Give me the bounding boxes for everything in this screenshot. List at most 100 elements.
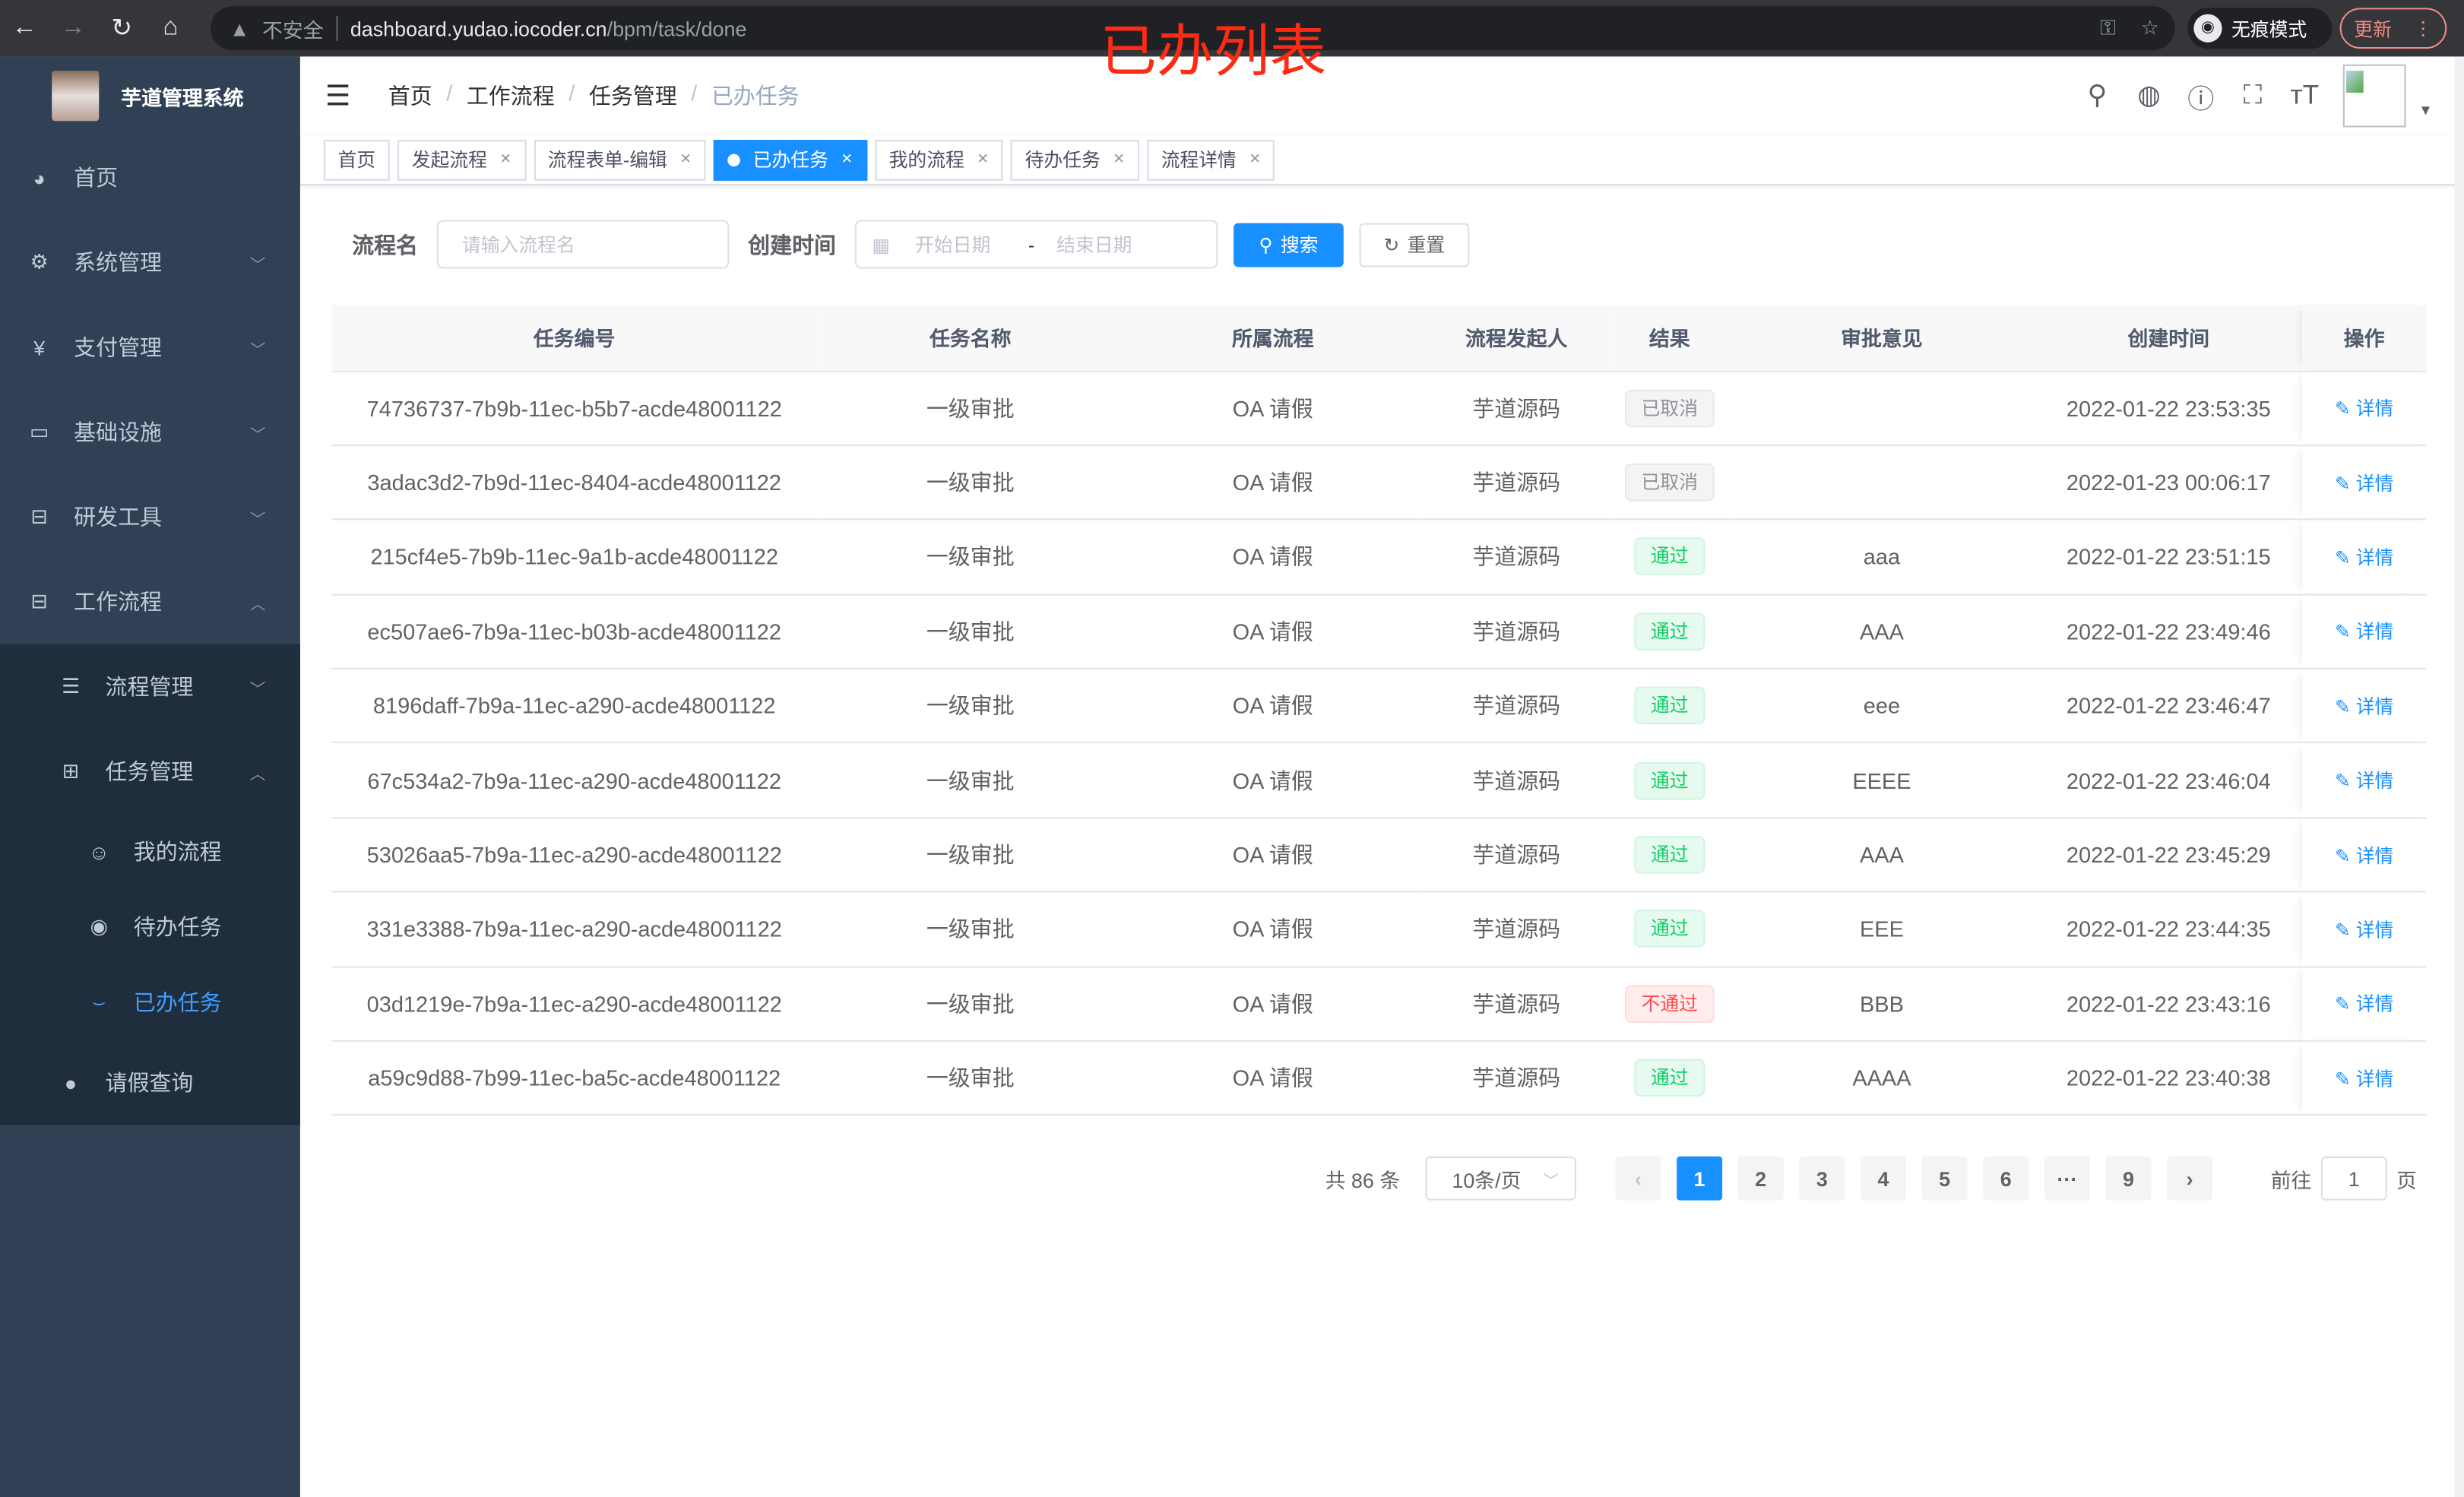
tree-icon: ⊞ <box>62 758 80 783</box>
back-button[interactable]: ← <box>11 14 37 41</box>
page-size-select[interactable]: 10条/页 ﹀ <box>1425 1156 1576 1201</box>
tag-form-edit[interactable]: 流程表单-编辑 ✕ <box>534 138 706 180</box>
hamburger-icon[interactable]: ☰ <box>325 79 351 111</box>
comment <box>1728 370 2035 446</box>
process-name-input[interactable]: 请输入流程名 <box>436 220 730 269</box>
end-date-input[interactable]: 结束日期 <box>1056 234 1132 257</box>
sidebar-item-todo[interactable]: ◉ 待办任务 <box>0 889 300 964</box>
page-button[interactable]: 1 <box>1677 1156 1723 1201</box>
chevron-down-icon: ﹀ <box>249 511 266 529</box>
task-name: 一级审批 <box>817 1040 1124 1116</box>
sidebar-item-task-manage[interactable]: ⊞ 任务管理 ︿ <box>0 729 300 814</box>
goto-suffix: 页 <box>2396 1168 2417 1192</box>
sidebar-item-done[interactable]: ⌣ 已办任务 <box>0 965 300 1040</box>
caret-down-icon[interactable]: ▼ <box>2418 102 2433 119</box>
breadcrumb-item[interactable]: 首页 <box>388 83 432 109</box>
incognito-badge[interactable]: ◉ 无痕模式 <box>2187 8 2333 49</box>
search-button[interactable]: ⚲ 搜索 <box>1234 222 1344 267</box>
tag-done-tasks[interactable]: 已办任务 ✕ <box>713 138 867 180</box>
tags-view: 首页 发起流程 ✕ 流程表单-编辑 ✕ 已办任务 ✕ 我的流程 ✕ 待办任务 ✕ 流程详情… <box>299 135 2464 185</box>
column-header: 结果 <box>1610 305 1729 372</box>
column-header: 操作 <box>2302 305 2427 372</box>
address-bar[interactable]: ▲ 不安全 dashboard.yudao.iocoder.cn/bpm/tas… <box>211 6 2175 51</box>
page-button[interactable]: ··· <box>2044 1156 2090 1201</box>
date-range-picker[interactable]: ▦ 开始日期 - 结束日期 <box>854 220 1218 269</box>
sidebar-item-leave[interactable]: ● 请假查询 <box>0 1040 300 1125</box>
chevron-down-icon: ﹀ <box>249 681 266 699</box>
detail-button[interactable]: ✎ 详情 <box>2335 919 2393 941</box>
font-size-icon[interactable]: ᴛT <box>2290 80 2320 110</box>
result-cell: 通过 <box>1610 742 1729 818</box>
calendar-icon: ▦ <box>872 233 890 255</box>
table-row: 74736737-7b9b-11ec-b5b7-acde48001122 一级审… <box>331 370 2427 446</box>
detail-button[interactable]: ✎ 详情 <box>2335 621 2393 643</box>
sidebar-item-pay[interactable]: ¥ 支付管理 ﹀ <box>0 305 300 390</box>
next-page-button[interactable]: › <box>2167 1156 2213 1201</box>
detail-button[interactable]: ✎ 详情 <box>2335 844 2393 866</box>
help-icon[interactable]: ⓘ <box>2187 84 2215 114</box>
create-time: 2022-01-22 23:46:47 <box>2035 668 2303 744</box>
close-icon[interactable]: ✕ <box>841 150 854 167</box>
reset-button[interactable]: ↻ 重置 <box>1359 222 1470 267</box>
dashboard-icon: ◕ <box>33 166 46 190</box>
detail-button[interactable]: ✎ 详情 <box>2335 397 2393 419</box>
result-cell: 通过 <box>1610 519 1729 595</box>
reload-button[interactable]: ↻ <box>111 15 133 43</box>
detail-button[interactable]: ✎ 详情 <box>2335 770 2393 792</box>
process-name: OA 请假 <box>1123 891 1423 967</box>
task-id: 74736737-7b9b-11ec-b5b7-acde48001122 <box>331 370 818 446</box>
edit-icon: ✎ <box>2335 1068 2351 1090</box>
result-cell: 已取消 <box>1610 445 1729 521</box>
sidebar-item-infra[interactable]: ▭ 基础设施 ﹀ <box>0 390 300 475</box>
page-button[interactable]: 9 <box>2105 1156 2152 1201</box>
tag-my-process[interactable]: 我的流程 ✕ <box>875 138 1003 180</box>
detail-button[interactable]: ✎ 详情 <box>2335 993 2393 1015</box>
page-button[interactable]: 6 <box>1983 1156 2029 1201</box>
prev-page-button[interactable]: ‹ <box>1615 1156 1661 1201</box>
home-button[interactable]: ⌂ <box>163 14 179 41</box>
page-button[interactable]: 4 <box>1860 1156 1906 1201</box>
breadcrumb-item[interactable]: 工作流程 <box>466 83 555 109</box>
forward-button[interactable]: → <box>60 14 86 41</box>
page-button[interactable]: 5 <box>1921 1156 1968 1201</box>
sidebar-item-workflow[interactable]: ⊟ 工作流程 ︿ <box>0 559 300 644</box>
task-id: 8196daff-7b9a-11ec-a290-acde48001122 <box>331 668 818 744</box>
sidebar-item-devtools[interactable]: ⊟ 研发工具 ﹀ <box>0 474 300 559</box>
close-icon[interactable]: ✕ <box>1113 150 1126 167</box>
close-icon[interactable]: ✕ <box>679 150 692 167</box>
goto-page-input[interactable]: 1 <box>2320 1156 2387 1201</box>
chevron-down-icon: ﹀ <box>249 257 266 274</box>
update-button[interactable]: 更新 ⋮ <box>2339 8 2447 49</box>
tag-home[interactable]: 首页 <box>323 138 390 180</box>
close-icon[interactable]: ✕ <box>1249 150 1261 167</box>
sidebar-item-process-manage[interactable]: ☰ 流程管理 ﹀ <box>0 644 300 730</box>
scrollbar-track[interactable] <box>2454 56 2464 1497</box>
page-button[interactable]: 2 <box>1737 1156 1784 1201</box>
star-icon[interactable]: ☆ <box>2140 15 2159 40</box>
search-icon[interactable]: ⚲ <box>2087 80 2108 110</box>
tag-process-detail[interactable]: 流程详情 ✕ <box>1146 138 1275 180</box>
detail-button[interactable]: ✎ 详情 <box>2335 695 2393 717</box>
breadcrumb-item[interactable]: 任务管理 <box>588 83 677 109</box>
start-date-input[interactable]: 开始日期 <box>915 234 991 257</box>
sidebar-item-home[interactable]: ◕ 首页 <box>0 135 300 220</box>
github-icon[interactable]: ◍ <box>2137 80 2161 110</box>
avatar[interactable] <box>2342 64 2406 128</box>
logo[interactable]: 芋道管理系统 <box>0 56 300 135</box>
close-icon[interactable]: ✕ <box>499 150 512 167</box>
page-button[interactable]: 3 <box>1799 1156 1845 1201</box>
detail-button[interactable]: ✎ 详情 <box>2335 472 2393 494</box>
tag-start-process[interactable]: 发起流程 ✕ <box>397 138 526 180</box>
key-icon[interactable]: ⚿ <box>2100 15 2116 40</box>
result-badge: 已取消 <box>1625 464 1714 502</box>
sidebar-item-system[interactable]: ⚙ 系统管理 ﹀ <box>0 220 300 305</box>
detail-button[interactable]: ✎ 详情 <box>2335 546 2393 568</box>
fullscreen-icon[interactable]: ⛶ <box>2243 80 2263 110</box>
annotation-title: 已办列表 <box>1100 20 1327 85</box>
close-icon[interactable]: ✕ <box>977 150 990 167</box>
sidebar-item-my-process[interactable]: ☺ 我的流程 <box>0 814 300 889</box>
detail-button[interactable]: ✎ 详情 <box>2335 1068 2393 1090</box>
tag-todo[interactable]: 待办任务 ✕ <box>1010 138 1139 180</box>
logo-image <box>52 71 100 122</box>
task-id: 331e3388-7b9a-11ec-a290-acde48001122 <box>331 891 818 967</box>
